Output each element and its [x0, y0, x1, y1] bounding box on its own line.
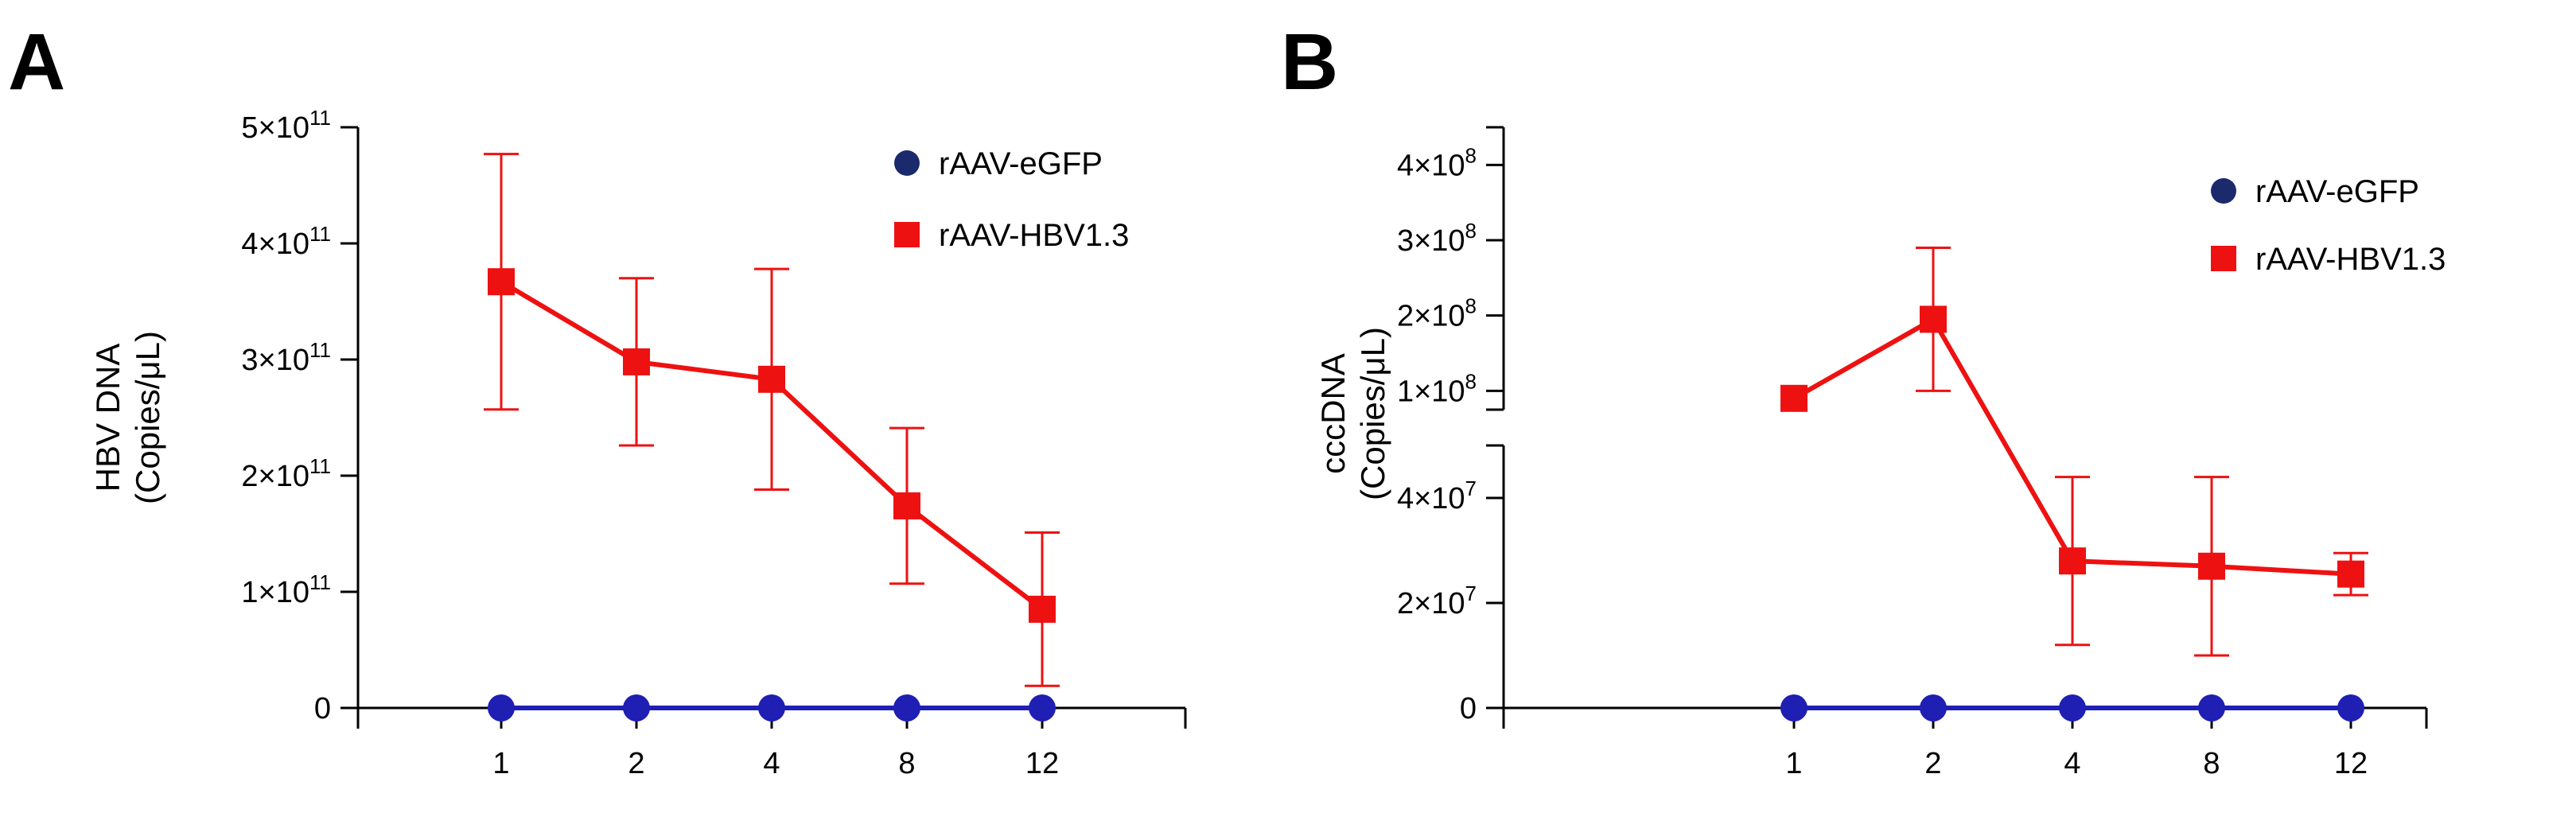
data-point-circle — [2059, 694, 2086, 721]
legend-marker — [894, 222, 920, 247]
data-point-circle — [893, 694, 920, 721]
data-point-square — [1920, 305, 1947, 333]
x-tick-label: 4 — [763, 747, 780, 780]
y-tick-label: 2×108 — [1397, 294, 1477, 333]
x-tick-label: 1 — [1785, 747, 1802, 780]
legend-marker — [894, 150, 920, 176]
y-tick-label: 1×108 — [1397, 369, 1477, 408]
legend-label: rAAV-eGFP — [939, 146, 1103, 181]
panel-letter-a: A — [8, 18, 65, 107]
y-tick-label: 3×108 — [1397, 219, 1477, 258]
x-tick-label: 1 — [492, 747, 509, 780]
y-tick-label: 5×1011 — [241, 106, 331, 145]
x-tick-label: 12 — [1025, 747, 1059, 780]
data-point-square — [1029, 595, 1056, 623]
y-tick-label: 4×107 — [1397, 476, 1477, 515]
data-point-square — [758, 365, 785, 393]
y-tick-label: 2×1011 — [241, 454, 331, 493]
y-axis-label: cccDNA(Copies/μL) — [1314, 327, 1391, 500]
x-tick-label: 2 — [1924, 747, 1941, 780]
data-point-square — [2059, 547, 2086, 575]
legend-label: rAAV-eGFP — [2255, 174, 2419, 209]
data-point-circle — [1780, 694, 1807, 721]
legend-label: rAAV-HBV1.3 — [2255, 242, 2446, 277]
x-tick-label: 2 — [628, 747, 644, 780]
y-tick-label: 4×108 — [1397, 143, 1477, 182]
data-point-circle — [2337, 694, 2364, 721]
x-tick-label: 4 — [2064, 747, 2080, 780]
panel-letter-b: B — [1281, 18, 1338, 107]
data-point-circle — [758, 694, 785, 721]
y-tick-label: 1×1011 — [241, 570, 331, 609]
data-point-circle — [488, 694, 515, 721]
y-tick-label: 0 — [1460, 692, 1477, 725]
data-point-square — [2337, 560, 2364, 588]
data-point-circle — [1920, 694, 1947, 721]
y-tick-label: 0 — [314, 692, 331, 725]
x-tick-label: 8 — [2203, 747, 2220, 780]
data-point-square — [893, 492, 920, 519]
legend-label: rAAV-HBV1.3 — [939, 218, 1129, 253]
data-point-square — [1780, 384, 1807, 412]
data-point-square — [488, 268, 515, 296]
y-axis-label: HBV DNA(Copies/μL) — [89, 331, 166, 504]
data-point-circle — [1029, 694, 1056, 721]
data-point-square — [623, 348, 650, 375]
y-tick-label: 2×107 — [1397, 581, 1477, 620]
data-point-circle — [623, 694, 650, 721]
y-tick-label: 4×1011 — [241, 222, 331, 261]
data-point-circle — [2198, 694, 2225, 721]
y-tick-label: 3×1011 — [241, 338, 331, 377]
legend-marker — [2211, 246, 2236, 271]
x-tick-label: 8 — [898, 747, 915, 780]
legend-marker — [2211, 178, 2236, 204]
x-tick-label: 12 — [2334, 747, 2368, 780]
data-point-square — [2198, 552, 2225, 580]
